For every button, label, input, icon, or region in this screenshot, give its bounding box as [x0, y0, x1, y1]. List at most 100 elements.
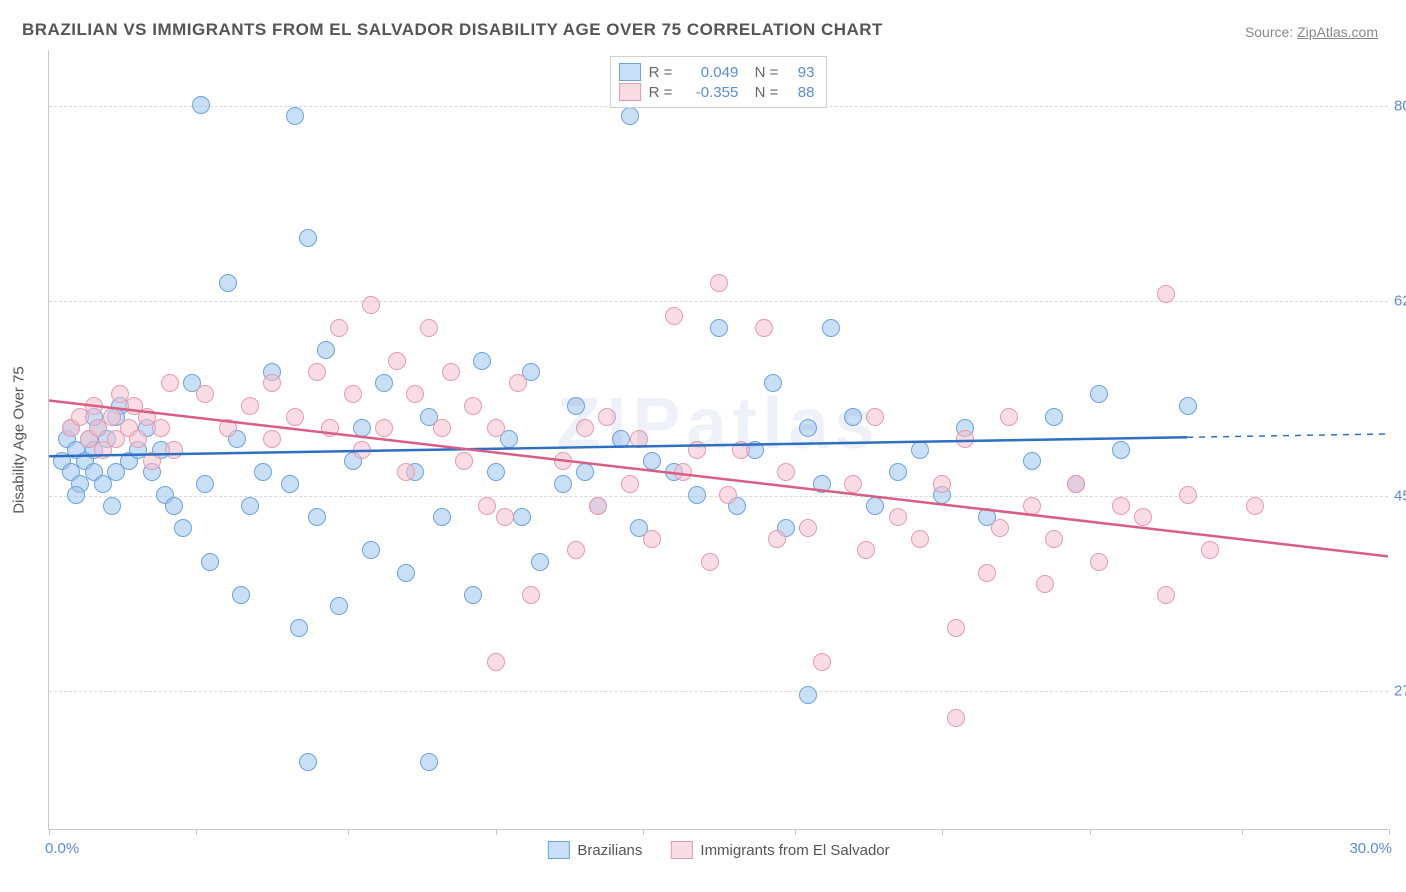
data-point — [406, 385, 424, 403]
data-point — [487, 419, 505, 437]
data-point — [496, 508, 514, 526]
x-tick — [1242, 829, 1243, 835]
data-point — [290, 619, 308, 637]
data-point — [308, 508, 326, 526]
data-point — [67, 486, 85, 504]
data-point — [478, 497, 496, 515]
data-point — [420, 753, 438, 771]
data-point — [388, 352, 406, 370]
data-point — [933, 475, 951, 493]
data-point — [330, 319, 348, 337]
data-point — [554, 452, 572, 470]
data-point — [1179, 397, 1197, 415]
data-point — [799, 686, 817, 704]
x-tick — [1389, 829, 1390, 835]
y-tick-label: 62.5% — [1394, 292, 1406, 309]
data-point — [1157, 285, 1175, 303]
data-point — [947, 619, 965, 637]
data-point — [1201, 541, 1219, 559]
data-point — [844, 408, 862, 426]
data-point — [1246, 497, 1264, 515]
x-tick — [196, 829, 197, 835]
x-axis-min-label: 0.0% — [45, 840, 79, 857]
legend-row: R = 0.049 N = 93 — [619, 63, 815, 81]
data-point — [911, 441, 929, 459]
data-point — [889, 508, 907, 526]
data-point — [321, 419, 339, 437]
data-point — [813, 475, 831, 493]
data-point — [433, 419, 451, 437]
legend-swatch — [670, 841, 692, 859]
data-point — [822, 319, 840, 337]
data-point — [362, 296, 380, 314]
data-point — [165, 497, 183, 515]
y-axis-title: Disability Age Over 75 — [11, 366, 28, 514]
data-point — [241, 497, 259, 515]
data-point — [473, 352, 491, 370]
x-tick — [643, 829, 644, 835]
data-point — [621, 107, 639, 125]
data-point — [643, 452, 661, 470]
n-label: N = — [746, 84, 778, 101]
data-point — [630, 430, 648, 448]
data-point — [464, 397, 482, 415]
data-point — [531, 553, 549, 571]
y-tick-label: 45.0% — [1394, 487, 1406, 504]
data-point — [844, 475, 862, 493]
data-point — [701, 553, 719, 571]
data-point — [317, 341, 335, 359]
data-point — [688, 441, 706, 459]
data-point — [768, 530, 786, 548]
data-point — [103, 497, 121, 515]
data-point — [299, 229, 317, 247]
series-legend: Brazilians Immigrants from El Salvador — [547, 841, 889, 859]
data-point — [201, 553, 219, 571]
data-point — [254, 463, 272, 481]
data-point — [442, 363, 460, 381]
data-point — [911, 530, 929, 548]
source-prefix: Source: — [1245, 24, 1297, 40]
data-point — [299, 753, 317, 771]
data-point — [643, 530, 661, 548]
data-point — [1157, 586, 1175, 604]
data-point — [576, 419, 594, 437]
data-point — [464, 586, 482, 604]
data-point — [196, 385, 214, 403]
data-point — [688, 486, 706, 504]
source-credit: Source: ZipAtlas.com — [1245, 24, 1378, 40]
data-point — [286, 408, 304, 426]
data-point — [991, 519, 1009, 537]
data-point — [281, 475, 299, 493]
data-point — [241, 397, 259, 415]
data-point — [174, 519, 192, 537]
data-point — [576, 463, 594, 481]
data-point — [375, 419, 393, 437]
chart-title: BRAZILIAN VS IMMIGRANTS FROM EL SALVADOR… — [22, 20, 883, 40]
data-point — [152, 419, 170, 437]
data-point — [219, 274, 237, 292]
data-point — [764, 374, 782, 392]
data-point — [513, 508, 531, 526]
correlation-legend: R = 0.049 N = 93 R = -0.355 N = 88 — [610, 56, 828, 108]
source-link[interactable]: ZipAtlas.com — [1297, 24, 1378, 40]
data-point — [1090, 553, 1108, 571]
data-point — [567, 397, 585, 415]
legend-row: R = -0.355 N = 88 — [619, 83, 815, 101]
r-label: R = — [649, 64, 673, 81]
data-point — [308, 363, 326, 381]
n-label: N = — [746, 64, 778, 81]
data-point — [866, 408, 884, 426]
data-point — [710, 274, 728, 292]
series-name: Brazilians — [577, 842, 642, 859]
data-point — [196, 475, 214, 493]
data-point — [665, 307, 683, 325]
data-point — [161, 374, 179, 392]
data-point — [85, 397, 103, 415]
data-point — [866, 497, 884, 515]
data-point — [330, 597, 348, 615]
n-value: 93 — [786, 64, 814, 81]
data-point — [433, 508, 451, 526]
data-point — [1023, 497, 1041, 515]
data-point — [889, 463, 907, 481]
data-point — [353, 441, 371, 459]
